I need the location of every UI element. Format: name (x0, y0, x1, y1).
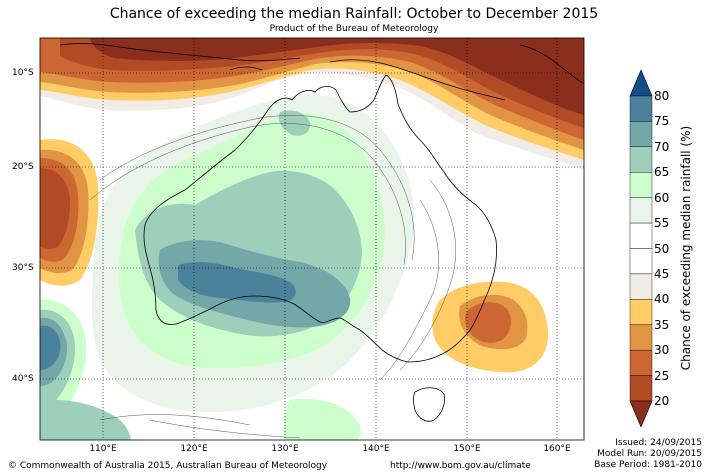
colorbar-segment (629, 375, 653, 402)
colorbar-tick-label: 65 (654, 165, 670, 180)
colorbar-segment (629, 121, 653, 148)
lon-label-150e: 150°E (453, 444, 481, 454)
colorbar-segment (629, 273, 653, 300)
colorbar-tick-label: 55 (654, 216, 670, 231)
colorbar-extend-top (629, 69, 653, 97)
map-frame (39, 37, 585, 441)
colorbar-tick-label: 80 (654, 89, 670, 103)
indonesia-coastline (59, 43, 301, 62)
colorbar-segment (629, 222, 653, 249)
colorbar-extend-bottom (629, 400, 653, 428)
map-title: Chance of exceeding the median Rainfall:… (109, 6, 599, 22)
lat-label-30s: 30°S (12, 263, 34, 273)
graticule (40, 38, 584, 440)
colorbar-segment (629, 324, 653, 351)
colorbar-tick-label: 50 (654, 241, 670, 256)
lon-label-120e: 120°E (180, 444, 208, 454)
colorbar-tick-label: 75 (654, 114, 670, 129)
colorbar-segment (629, 299, 653, 325)
colorbar (629, 69, 653, 428)
copyright-notice: © Commonwealth of Australia 2015, Austra… (8, 461, 328, 471)
colorbar-segment (629, 172, 653, 198)
new-guinea-coastline (329, 59, 506, 101)
colorbar-tick-label: 20 (654, 394, 670, 408)
base-period: Base Period: 1981-2010 (594, 460, 702, 470)
colorbar-segment (629, 146, 653, 173)
colorbar-tick-label: 30 (654, 343, 670, 358)
australia-coastline (143, 74, 497, 363)
lon-label-160e: 160°E (543, 444, 571, 454)
lon-label-130e: 130°E (271, 444, 299, 454)
region-above-75 (178, 262, 296, 303)
colorbar-label: Chance of exceeding median rainfall (%) (679, 125, 693, 371)
map-subtitle: Product of the Bureau of Meteorology (269, 24, 439, 34)
lon-label-110e: 110°E (89, 444, 117, 454)
lon-label-140e: 140°E (362, 444, 390, 454)
model-run-date: Model Run: 20/09/2015 (597, 449, 702, 459)
lat-label-10s: 10°S (12, 68, 34, 78)
tasmania-coastline (413, 387, 445, 422)
issued-date: Issued: 24/09/2015 (615, 438, 702, 448)
lat-label-40s: 40°S (12, 374, 34, 384)
colorbar-tick-label: 60 (654, 190, 670, 205)
map-contour-layer (40, 38, 584, 440)
colorbar-segment (629, 349, 653, 376)
colorbar-segment (629, 197, 653, 224)
colorbar-tick-label: 35 (654, 317, 670, 332)
colorbar-tick-label: 25 (654, 368, 670, 383)
colorbar-segment (629, 95, 653, 122)
colorbar-tick-label: 45 (654, 266, 670, 281)
lat-label-20s: 20°S (12, 162, 34, 172)
colorbar-segment (629, 248, 653, 275)
colorbar-tick-label: 70 (654, 139, 670, 154)
issue-info: Issued: 24/09/2015 Model Run: 20/09/2015… (594, 438, 702, 471)
colorbar-tick-label: 40 (654, 292, 670, 307)
contour-lines (89, 115, 456, 439)
bom-url-link[interactable]: http://www.bom.gov.au/climate (390, 461, 531, 471)
